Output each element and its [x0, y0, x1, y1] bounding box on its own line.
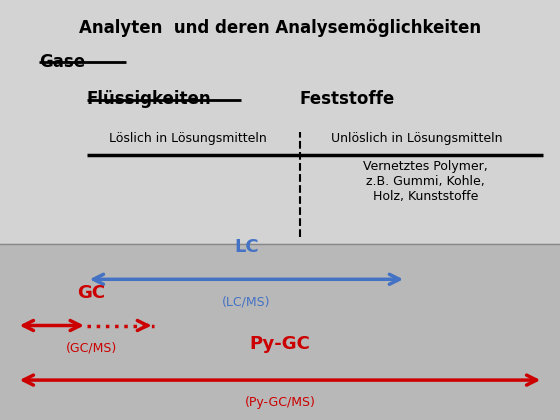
Text: Flüssigkeiten: Flüssigkeiten	[87, 90, 212, 108]
Bar	[0, 0, 560, 244]
Text: Feststoffe: Feststoffe	[300, 90, 395, 108]
Text: (LC/MS): (LC/MS)	[222, 295, 270, 308]
Text: Löslich in Lösungsmitteln: Löslich in Lösungsmitteln	[109, 132, 267, 145]
Text: Analyten  und deren Analysemöglichkeiten: Analyten und deren Analysemöglichkeiten	[79, 19, 481, 37]
Text: (Py-GC/MS): (Py-GC/MS)	[245, 396, 315, 409]
Text: Unlöslich in Lösungsmitteln: Unlöslich in Lösungsmitteln	[332, 132, 503, 145]
Text: (GC/MS): (GC/MS)	[66, 341, 116, 354]
Text: Gase: Gase	[39, 52, 85, 71]
Text: Vernetztes Polymer,
z.B. Gummi, Kohle,
Holz, Kunststoffe: Vernetztes Polymer, z.B. Gummi, Kohle, H…	[363, 160, 488, 203]
Text: GC: GC	[77, 284, 105, 302]
Text: Py-GC: Py-GC	[250, 335, 310, 353]
Text: LC: LC	[234, 238, 259, 256]
Bar	[0, 244, 560, 420]
